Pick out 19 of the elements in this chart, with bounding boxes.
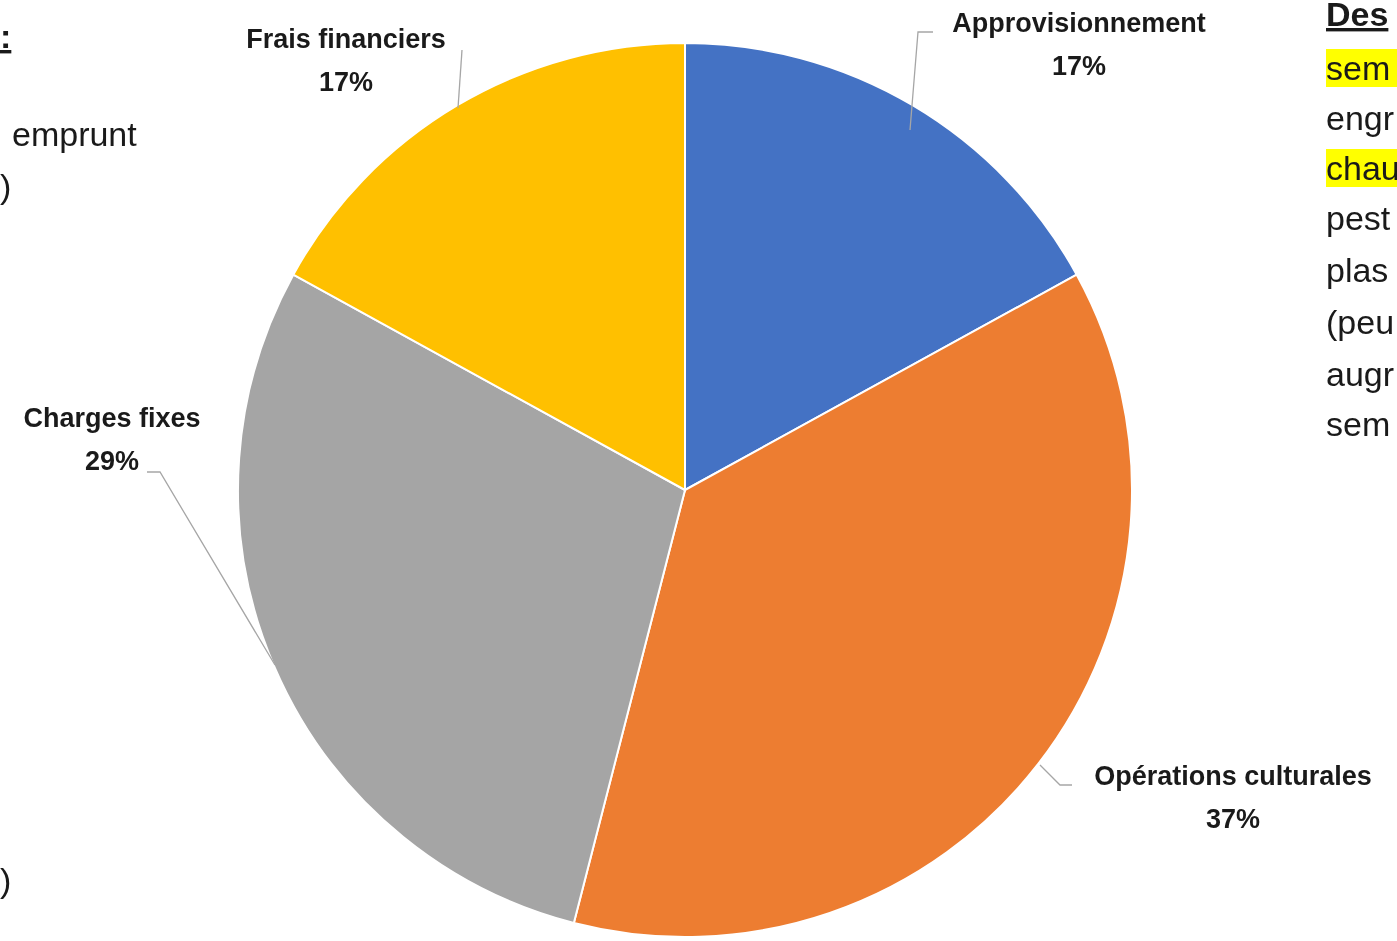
data-label: 17% xyxy=(1051,51,1107,81)
text: plas xyxy=(1326,251,1389,289)
text: augr xyxy=(1326,355,1395,393)
text: sem xyxy=(1326,405,1391,443)
text: ) xyxy=(0,167,12,205)
text: : xyxy=(0,17,12,55)
text: Des xyxy=(1326,0,1389,33)
data-label: 29% xyxy=(84,446,140,476)
text: (peu xyxy=(1326,303,1395,341)
data-label: 17% xyxy=(318,67,374,97)
slice-label: Charges fixes xyxy=(23,403,201,433)
slice-label: Opérations culturales xyxy=(1094,761,1372,791)
slice-label: Approvisionnement xyxy=(952,8,1206,38)
text: pest xyxy=(1326,199,1391,237)
text: engr xyxy=(1326,99,1395,137)
text: emprunt xyxy=(12,115,138,153)
text: ) xyxy=(0,861,12,899)
data-label: 37% xyxy=(1205,804,1261,834)
slice-label: Frais financiers xyxy=(246,24,446,54)
